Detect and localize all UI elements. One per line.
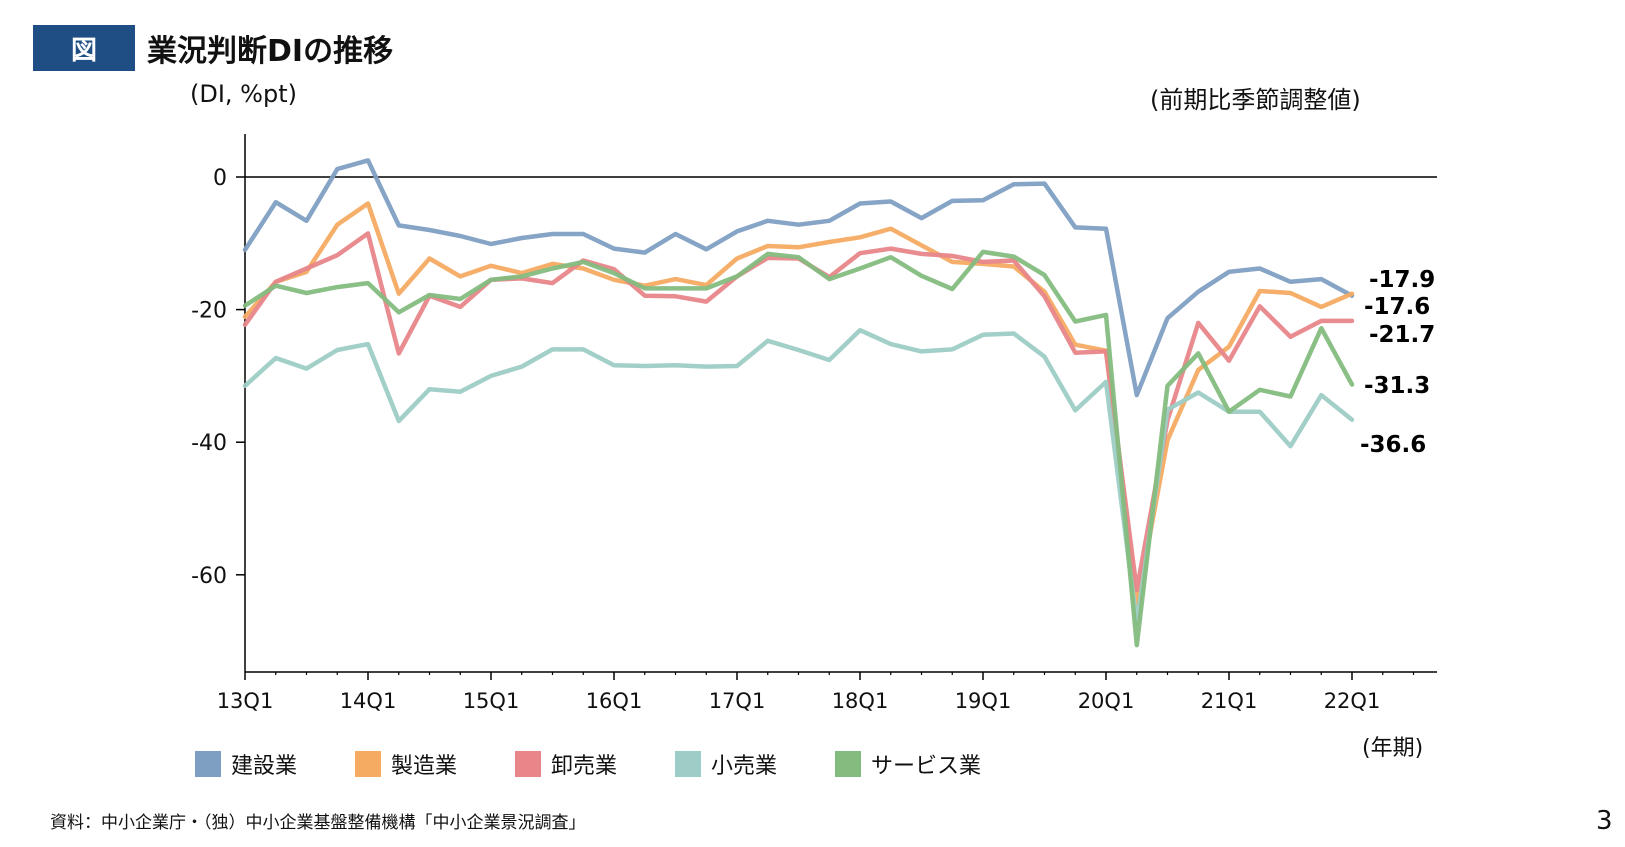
x-tick-label: 17Q1 xyxy=(709,689,766,713)
chart-series xyxy=(242,158,1355,648)
end-label: -36.6 xyxy=(1360,432,1426,458)
legend-label: 製造業 xyxy=(391,754,458,779)
legend-label: 小売業 xyxy=(711,754,778,779)
legend-label: サービス業 xyxy=(871,754,982,779)
y-tick-label: 0 xyxy=(213,166,227,191)
y-tick-label: -20 xyxy=(191,299,227,324)
legend-label: 卸売業 xyxy=(551,754,618,779)
y-tick-label: -40 xyxy=(191,431,227,456)
legend-swatch xyxy=(355,751,381,777)
legend-item-construction: 建設業 xyxy=(195,748,355,780)
page-number: 3 xyxy=(1596,806,1613,836)
end-label: -31.3 xyxy=(1364,373,1430,399)
end-label: -17.9 xyxy=(1369,267,1435,293)
source-note: 資料：中小企業庁・（独）中小企業基盤整備機構「中小企業景況調査」 xyxy=(50,813,586,833)
legend-label: 建設業 xyxy=(231,754,298,779)
x-tick-label: 19Q1 xyxy=(955,689,1012,713)
legend-item-wholesale: 卸売業 xyxy=(515,748,675,780)
legend-item-services: サービス業 xyxy=(835,748,995,780)
x-tick-label: 22Q1 xyxy=(1324,689,1381,713)
x-tick-label: 18Q1 xyxy=(832,689,889,713)
y-axis-unit-label: (DI, %pt) xyxy=(190,80,297,108)
series-line-4 xyxy=(242,249,1355,648)
end-value-labels: -17.9-17.6-21.7 -31.3 -36.6 xyxy=(1360,267,1435,458)
end-label: -21.7 xyxy=(1369,322,1435,348)
chart-axes: 0 -20 -40 -60 13Q1 14Q1 15Q1 16Q1 17Q1 18Q1 19Q1 20… xyxy=(191,134,1437,713)
legend-item-retail: 小売業 xyxy=(675,748,835,780)
end-label: -17.6 xyxy=(1364,294,1430,320)
legend-swatch xyxy=(835,751,861,777)
series-line-1 xyxy=(242,201,1355,608)
legend-swatch xyxy=(675,751,701,777)
y-tick-label: -60 xyxy=(191,564,227,589)
series-line-0 xyxy=(242,158,1355,398)
x-axis-unit-label: (年期) xyxy=(1362,736,1424,761)
chart-legend: 建設業 製造業 卸売業 小売業 サービス業 xyxy=(195,748,995,780)
series-line-3 xyxy=(242,327,1355,626)
legend-swatch xyxy=(195,751,221,777)
x-tick-label: 15Q1 xyxy=(463,689,520,713)
x-tick-label: 16Q1 xyxy=(586,689,643,713)
adjustment-note: (前期比季節調整値) xyxy=(1150,86,1361,114)
figure-badge: 図 xyxy=(33,25,135,71)
legend-swatch xyxy=(515,751,541,777)
x-tick-label: 21Q1 xyxy=(1201,689,1258,713)
chart-title: 業況判断DIの推移 xyxy=(147,34,394,69)
x-tick-label: 13Q1 xyxy=(217,689,274,713)
x-tick-label: 20Q1 xyxy=(1078,689,1135,713)
series-line-2 xyxy=(242,231,1355,593)
legend-item-manufacturing: 製造業 xyxy=(355,748,515,780)
x-tick-label: 14Q1 xyxy=(340,689,397,713)
